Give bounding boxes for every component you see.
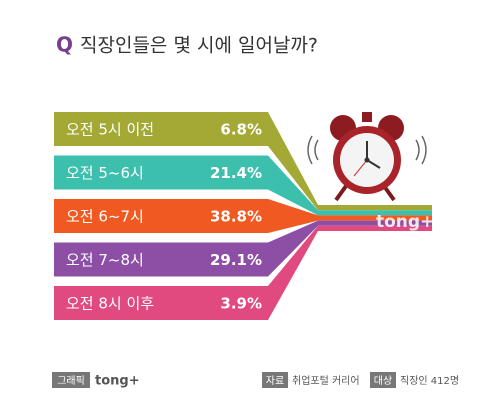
footer-tag [52,372,90,388]
bars: 오전 5시 이전 6.8% 오전 5~6시 21.4% 오전 6~7시 38.8% 오전 7… [54,112,432,320]
value-label: 21.4% [210,164,262,182]
value-label: 3.9% [220,295,262,313]
category-label: 오전 5시 이전 [66,121,154,139]
category-label: 오전 8시 이후 [66,295,154,313]
footer-tag [262,372,288,388]
footer-brand: tong+ [95,374,140,389]
title-prefix: Q [56,33,73,57]
alarm-clock [307,112,427,202]
bar-band [54,225,432,320]
bar-band [54,112,432,211]
footer-graphic-label: 그래픽 [57,375,85,387]
category-label: 오전 5~6시 [66,164,144,182]
bar-band [54,155,432,216]
footer-target: 직장인 412명 [400,375,459,387]
value-label: 29.1% [210,251,262,269]
bar-band [54,220,432,277]
bar-band [54,199,432,233]
value-label: 6.8% [220,121,262,139]
footer-target-label: 대상 [374,375,392,387]
footer-tag [370,372,396,388]
category-label: 오전 6~7시 [66,208,144,226]
value-label: 38.8% [210,208,262,226]
chart-title: 직장인들은 몇 시에 일어날까? [80,35,318,57]
footer-source-label: 자료 [266,375,284,387]
footer-source: 취업포털 커리어 [292,374,360,387]
watermark: tong+ [376,212,434,232]
category-label: 오전 7~8시 [66,251,144,269]
